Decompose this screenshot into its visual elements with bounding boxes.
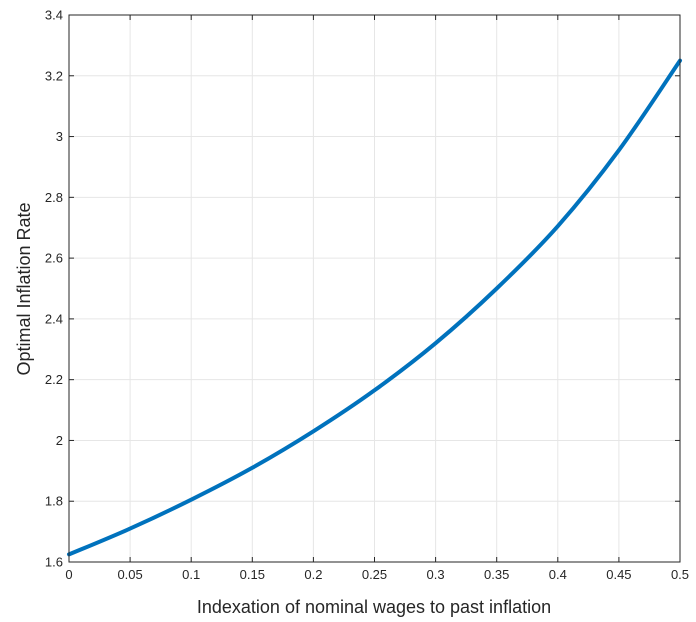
x-tick-label: 0.2 bbox=[304, 567, 322, 582]
y-tick-label: 2.6 bbox=[45, 251, 63, 266]
x-tick-label: 0.3 bbox=[427, 567, 445, 582]
x-tick-label: 0.05 bbox=[117, 567, 142, 582]
y-tick-label: 1.6 bbox=[45, 555, 63, 570]
x-tick-label: 0.35 bbox=[484, 567, 509, 582]
x-tick-label: 0.1 bbox=[182, 567, 200, 582]
y-axis-ticks: 1.6 1.8 2 2.2 2.4 2.6 2.8 3 3.2 3.4 bbox=[45, 8, 680, 570]
series-line bbox=[67, 58, 682, 557]
y-axis-title: Optimal Inflation Rate bbox=[14, 202, 34, 375]
grid-lines bbox=[68, 14, 681, 563]
y-tick-label: 2.4 bbox=[45, 311, 63, 326]
y-tick-label: 2.8 bbox=[45, 190, 63, 205]
x-axis-title: Indexation of nominal wages to past infl… bbox=[197, 597, 551, 617]
y-tick-label: 3.2 bbox=[45, 68, 63, 83]
x-tick-label: 0.45 bbox=[606, 567, 631, 582]
x-tick-label: 0.15 bbox=[240, 567, 265, 582]
x-tick-label: 0 bbox=[65, 567, 72, 582]
x-tick-label: 0.5 bbox=[671, 567, 689, 582]
y-tick-label: 2 bbox=[56, 433, 63, 448]
y-tick-label: 2.2 bbox=[45, 372, 63, 387]
x-axis-ticks: 0 0.05 0.1 0.15 0.2 0.25 0.3 0.35 0.4 0.45 0.5 bbox=[65, 15, 689, 582]
x-tick-label: 0.4 bbox=[549, 567, 567, 582]
y-tick-label: 3 bbox=[56, 129, 63, 144]
x-tick-label: 0.25 bbox=[362, 567, 387, 582]
y-tick-label: 3.4 bbox=[45, 8, 63, 23]
y-tick-label: 1.8 bbox=[45, 494, 63, 509]
series-group bbox=[67, 58, 682, 557]
